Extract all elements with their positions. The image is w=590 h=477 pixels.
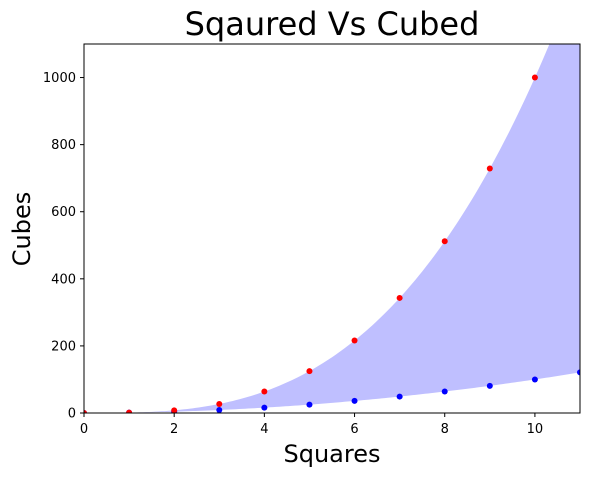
y-axis-label: Cubes	[8, 192, 36, 266]
x-tick-label: 10	[527, 422, 544, 437]
series-2	[84, 74, 538, 413]
x-tick-label: 8	[441, 422, 449, 437]
x-tick-label: 2	[170, 422, 178, 437]
x-axis-ticks: 0 2 4 6 8 10	[80, 413, 543, 437]
data-point	[531, 74, 538, 81]
x-tick-label: 6	[350, 422, 358, 437]
data-point	[486, 382, 493, 389]
plot-frame	[83, 43, 581, 414]
x-tick-label: 0	[80, 422, 88, 437]
data-point	[396, 393, 403, 400]
data-point	[351, 397, 358, 404]
y-tick-label: 400	[51, 272, 76, 287]
data-point	[126, 409, 133, 413]
data-point	[216, 400, 223, 407]
data-point	[577, 369, 580, 376]
y-tick-label: 1000	[43, 71, 76, 86]
chart-title: Sqaured Vs Cubed	[185, 5, 480, 43]
x-tick-label: 4	[260, 422, 268, 437]
data-point	[306, 401, 313, 408]
data-point	[531, 376, 538, 383]
y-tick-label: 800	[51, 138, 76, 153]
y-axis-ticks: 0 200 400 600 800 1000	[43, 71, 84, 422]
x-axis-label: Squares	[284, 440, 381, 468]
data-point	[351, 337, 358, 344]
data-points	[84, 74, 580, 413]
data-point	[441, 238, 448, 245]
data-point	[171, 407, 178, 413]
data-point	[216, 406, 223, 413]
y-tick-label: 600	[51, 205, 76, 220]
data-point	[306, 368, 313, 375]
y-tick-label: 200	[51, 339, 76, 354]
data-point	[261, 404, 268, 411]
data-point	[261, 388, 268, 395]
y-tick-label: 0	[68, 407, 76, 422]
fill-between-area	[84, 44, 580, 413]
data-point	[396, 294, 403, 301]
data-point	[441, 388, 448, 395]
data-point	[84, 410, 87, 413]
data-point	[486, 165, 493, 172]
